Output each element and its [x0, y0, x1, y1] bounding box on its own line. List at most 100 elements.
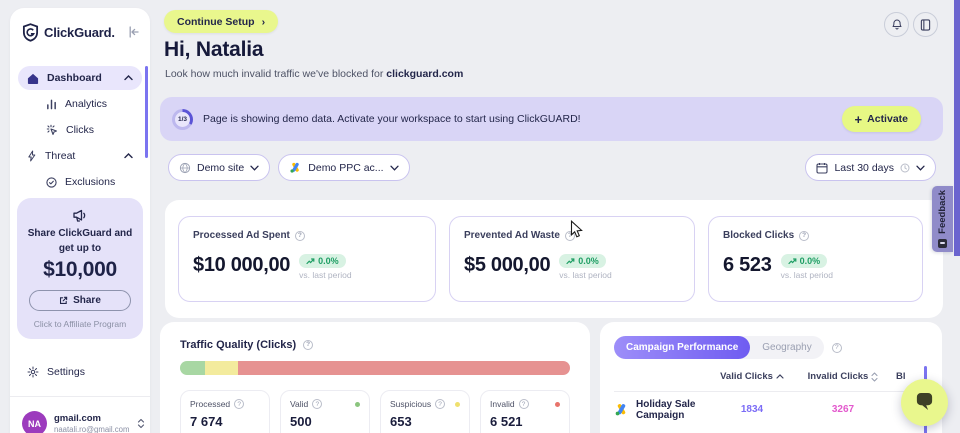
avatar: NA	[22, 411, 47, 433]
google-ads-icon	[614, 402, 629, 417]
date-range-dropdown[interactable]: Last 30 days	[805, 154, 936, 181]
help-icon[interactable]	[518, 399, 529, 409]
sort-both-icon	[871, 371, 878, 382]
stats-panel: Processed Ad Spent $10 000,00 0.0% vs. l…	[165, 200, 943, 318]
banner-message: Page is showing demo data. Activate your…	[203, 113, 581, 125]
compare-label: vs. last period	[299, 270, 352, 280]
status-dot-suspicious	[455, 401, 460, 407]
check-circle-icon	[46, 176, 57, 188]
documentation-button[interactable]	[913, 12, 938, 37]
help-icon[interactable]	[234, 399, 245, 409]
sidebar-scrollbar[interactable]	[145, 66, 148, 158]
metric-value: 7 674	[190, 414, 223, 429]
campaign-name: Holiday Sale Campaign	[636, 398, 696, 421]
sidebar-item-clicks[interactable]: Clicks	[18, 118, 142, 142]
main-content: Continue Setup › Hi, Natalia Look how mu…	[160, 0, 945, 433]
stat-card-prevented-ad-waste: Prevented Ad Waste $5 000,00 0.0% vs. la…	[449, 216, 695, 302]
metric-value: 653	[390, 414, 412, 429]
globe-icon	[179, 162, 191, 174]
chat-bubble-icon	[913, 392, 936, 413]
trend-up-icon	[787, 257, 796, 264]
compare-label: vs. last period	[780, 270, 834, 280]
help-icon[interactable]	[303, 339, 314, 350]
feedback-tab[interactable]: Feedback	[932, 186, 953, 252]
sidebar-item-exclusions[interactable]: Exclusions	[18, 170, 142, 194]
feedback-label: Feedback	[937, 190, 948, 234]
change-badge: 0.0%	[559, 254, 606, 268]
nav-label: Analytics	[65, 98, 108, 110]
compare-label: vs. last period	[559, 270, 612, 280]
sidebar-nav: Dashboard Analytics Clicks	[10, 66, 150, 194]
chevron-up-icon	[124, 75, 133, 81]
tab-campaign-performance[interactable]: Campaign Performance	[614, 336, 751, 359]
date-range-value: Last 30 days	[834, 161, 894, 174]
valid-clicks-value[interactable]: 1834	[740, 404, 764, 415]
collapse-sidebar-icon[interactable]	[128, 26, 140, 38]
nav-label: Threat	[45, 150, 76, 162]
blocked-domain: clickguard.com	[386, 68, 464, 80]
clickguard-shield-logo-icon	[22, 22, 39, 42]
ppc-account-filter-dropdown[interactable]: Demo PPC ac...	[278, 154, 410, 181]
feedback-chat-icon	[938, 238, 947, 248]
metric-card-valid: Valid 500 +0.00%	[280, 390, 370, 433]
status-dot-invalid	[555, 401, 560, 407]
sidebar-item-dashboard[interactable]: Dashboard	[18, 66, 142, 90]
page-scrollbar[interactable]	[954, 0, 960, 256]
help-icon[interactable]	[294, 230, 305, 241]
nav-label: Clicks	[66, 124, 94, 136]
help-icon[interactable]	[312, 399, 323, 409]
page-title: Hi, Natalia	[164, 38, 264, 61]
promo-footnote: Click to Affiliate Program	[33, 319, 127, 329]
filters: Demo site Demo PPC ac...	[168, 154, 410, 181]
metric-value: 500	[290, 414, 312, 429]
page-subtitle: Look how much invalid traffic we've bloc…	[165, 68, 464, 80]
gear-icon	[27, 366, 39, 378]
sidebar-item-settings[interactable]: Settings	[18, 359, 142, 384]
logo: ClickGuard.	[10, 8, 150, 42]
help-icon[interactable]	[564, 230, 575, 241]
column-valid-clicks[interactable]: Valid Clicks	[706, 371, 798, 382]
column-blocked-clipped[interactable]: Bl	[896, 371, 906, 382]
notifications-button[interactable]	[884, 12, 909, 37]
metric-value: 6 521	[490, 414, 523, 429]
help-icon[interactable]	[435, 399, 446, 409]
stat-card-processed-ad-spent: Processed Ad Spent $10 000,00 0.0% vs. l…	[178, 216, 436, 302]
home-icon	[27, 73, 39, 84]
nav-label: Dashboard	[47, 72, 102, 84]
megaphone-icon	[25, 209, 135, 223]
help-icon[interactable]	[831, 342, 842, 353]
continue-setup-button[interactable]: Continue Setup ›	[164, 10, 279, 33]
sidebar-item-threat[interactable]: Threat	[18, 144, 142, 168]
invalid-clicks-value[interactable]: 3267	[831, 404, 855, 415]
promo-amount: $10,000	[43, 258, 117, 281]
stat-value: $10 000,00	[193, 254, 291, 276]
user-name: gmail.com	[54, 413, 101, 424]
metric-card-invalid: Invalid 6 521 +0.00%	[480, 390, 570, 433]
chevron-up-icon	[124, 153, 133, 159]
google-ads-icon	[289, 161, 302, 174]
status-dot-valid	[355, 401, 360, 407]
help-icon[interactable]	[799, 230, 810, 241]
user-menu[interactable]: NA gmail.com naatali.ro@gmail.com	[10, 411, 150, 433]
sidebar-item-analytics[interactable]: Analytics	[18, 92, 142, 116]
column-invalid-clicks[interactable]: Invalid Clicks	[798, 371, 888, 382]
chat-launcher-button[interactable]	[901, 379, 948, 426]
bar-segment-invalid	[237, 361, 570, 375]
lightning-icon	[27, 150, 37, 162]
share-button[interactable]: Share	[29, 290, 131, 311]
logo-text: ClickGuard.	[44, 24, 115, 40]
chevron-down-icon	[916, 165, 925, 171]
bar-chart-icon	[46, 99, 57, 110]
site-filter-dropdown[interactable]: Demo site	[168, 154, 271, 181]
table-row[interactable]: Holiday Sale Campaign 1834 3267	[614, 392, 928, 427]
demo-data-banner: 1/3 Page is showing demo data. Activate …	[160, 97, 943, 141]
activate-button[interactable]: + Activate	[841, 106, 921, 132]
trend-up-icon	[306, 257, 315, 264]
chevron-down-icon	[389, 165, 399, 171]
cursor-click-icon	[46, 124, 58, 136]
change-badge: 0.0%	[299, 254, 346, 268]
affiliate-promo-card[interactable]: Share ClickGuard and get up to $10,000 S…	[17, 198, 143, 339]
tab-geography[interactable]: Geography	[762, 342, 812, 353]
nav-label: Exclusions	[65, 176, 116, 188]
